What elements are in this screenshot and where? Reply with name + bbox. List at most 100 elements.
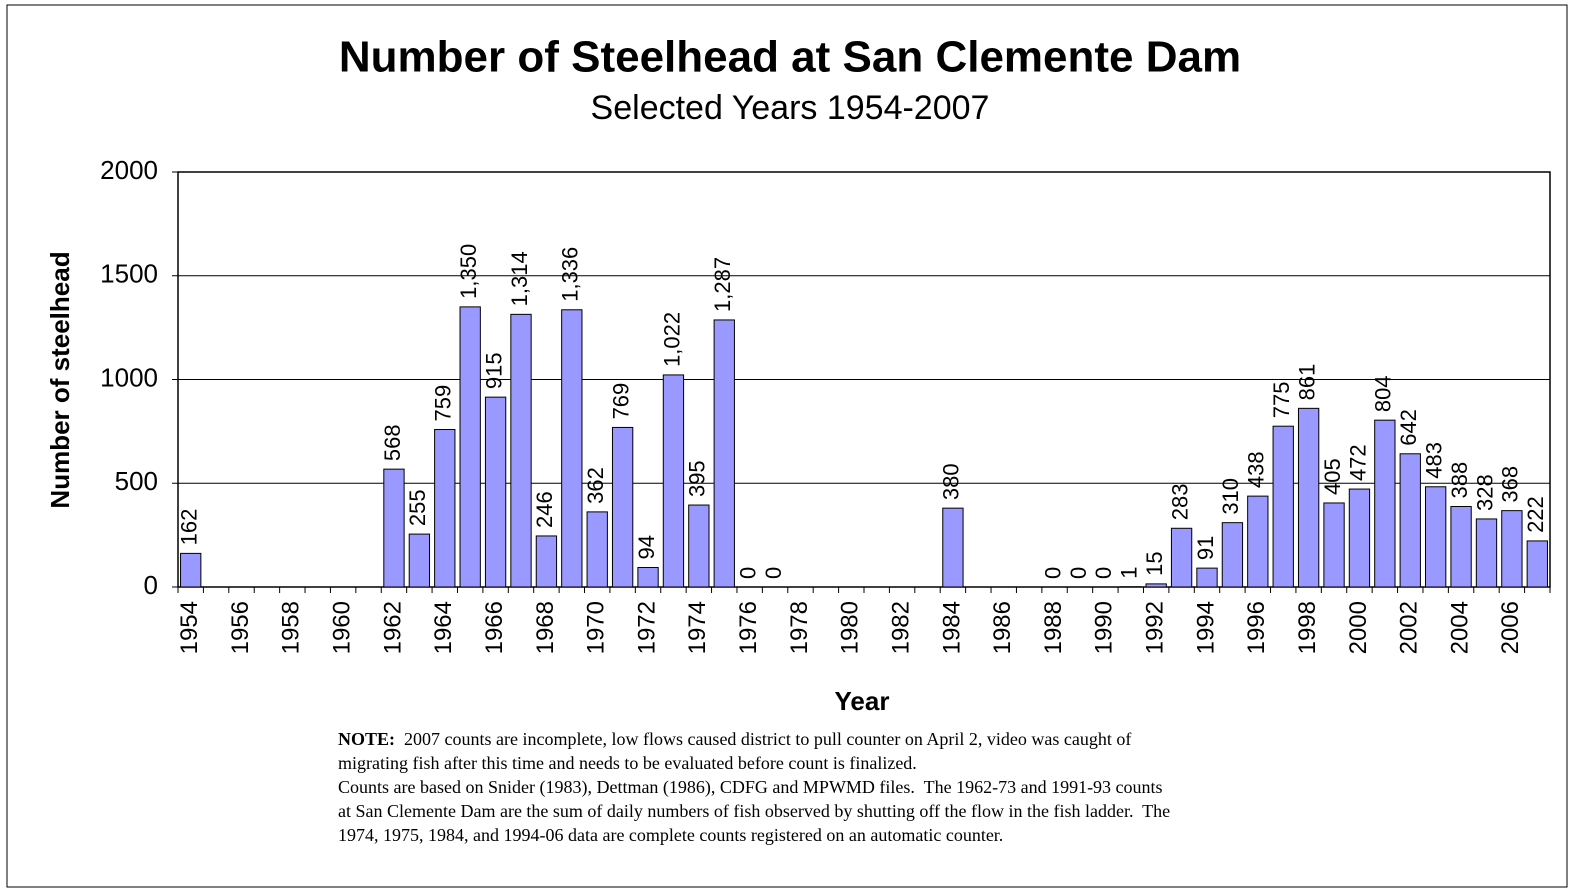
value-label: 568 — [380, 424, 405, 461]
bar — [689, 505, 709, 587]
x-tick-label: 1976 — [735, 601, 762, 654]
bar — [511, 314, 531, 587]
bar — [1451, 506, 1471, 587]
x-tick-label: 2002 — [1396, 601, 1423, 654]
value-label: 1,022 — [659, 312, 684, 367]
y-tick-label: 2000 — [100, 155, 158, 185]
x-tick-label: 2006 — [1497, 601, 1524, 654]
value-label: 1,314 — [507, 251, 532, 306]
x-tick-label: 1984 — [938, 601, 965, 654]
bar — [1171, 528, 1191, 587]
note-line: Counts are based on Snider (1983), Dettm… — [338, 777, 1163, 798]
value-label: 0 — [761, 567, 786, 579]
value-label: 310 — [1218, 478, 1243, 515]
chart-subtitle: Selected Years 1954-2007 — [591, 89, 990, 127]
x-tick-label: 1994 — [1192, 601, 1219, 654]
value-label: 915 — [481, 352, 506, 389]
bar — [1324, 503, 1344, 587]
value-label: 15 — [1142, 551, 1167, 575]
x-tick-label: 1988 — [1040, 601, 1067, 654]
value-label: 395 — [685, 460, 710, 497]
bar — [943, 508, 963, 587]
bar — [1426, 487, 1446, 587]
note-line: NOTE: 2007 counts are incomplete, low fl… — [338, 729, 1131, 749]
x-tick-label: 1966 — [481, 601, 508, 654]
y-tick-label: 0 — [144, 570, 158, 600]
x-tick-label: 1982 — [887, 601, 914, 654]
bar — [1349, 489, 1369, 587]
bar — [1298, 408, 1318, 587]
x-tick-label: 1956 — [227, 601, 254, 654]
bar — [612, 427, 632, 587]
y-tick-label: 1000 — [100, 362, 158, 392]
value-label: 804 — [1371, 375, 1396, 412]
value-label: 759 — [431, 385, 456, 422]
note-line: migrating fish after this time and needs… — [338, 753, 917, 773]
value-label: 246 — [532, 491, 557, 528]
bar — [536, 536, 556, 587]
note-text: 2007 counts are incomplete, low flows ca… — [404, 729, 1131, 749]
x-tick-label: 1970 — [583, 601, 610, 654]
x-tick-label: 1968 — [532, 601, 559, 654]
value-label: 472 — [1345, 444, 1370, 481]
value-label: 0 — [1066, 567, 1091, 579]
bar — [638, 567, 658, 587]
value-label: 483 — [1421, 442, 1446, 479]
note-label: NOTE: — [338, 729, 395, 749]
bar — [714, 320, 734, 587]
x-tick-label: 1958 — [278, 601, 305, 654]
note-text — [395, 729, 404, 749]
value-label: 775 — [1269, 381, 1294, 418]
value-label: 255 — [405, 489, 430, 526]
value-label: 328 — [1472, 474, 1497, 511]
bar — [181, 553, 201, 587]
value-label: 1,336 — [558, 247, 583, 302]
note-line: 1974, 1975, 1984, and 1994-06 data are c… — [338, 825, 1003, 845]
x-tick-label: 1980 — [837, 601, 864, 654]
x-tick-label: 1996 — [1243, 601, 1270, 654]
x-tick-label: 1972 — [633, 601, 660, 654]
x-tick-label: 1954 — [176, 601, 203, 654]
bar — [1476, 519, 1496, 587]
value-label: 162 — [177, 509, 202, 546]
value-label: 1 — [1117, 567, 1142, 579]
x-tick-label: 1992 — [1142, 601, 1169, 654]
value-label: 94 — [634, 535, 659, 559]
x-tick-label: 1962 — [379, 601, 406, 654]
x-tick-label: 1964 — [430, 601, 457, 654]
bar — [1248, 496, 1268, 587]
bar — [562, 310, 582, 587]
value-label: 91 — [1193, 536, 1218, 560]
y-tick-label: 1500 — [100, 259, 158, 289]
value-label: 0 — [1040, 567, 1065, 579]
x-axis-title: Year — [835, 686, 890, 716]
bar — [1197, 568, 1217, 587]
value-label: 283 — [1167, 484, 1192, 521]
value-label: 642 — [1396, 409, 1421, 446]
value-label: 861 — [1294, 364, 1319, 401]
x-tick-label: 1960 — [328, 601, 355, 654]
bar — [587, 512, 607, 587]
bar — [1400, 454, 1420, 587]
bar — [1222, 523, 1242, 587]
x-tick-label: 1998 — [1294, 601, 1321, 654]
note-line: at San Clemente Dam are the sum of daily… — [338, 801, 1170, 821]
value-label: 438 — [1244, 451, 1269, 488]
chart-title: Number of Steelhead at San Clemente Dam — [339, 33, 1241, 82]
x-tick-label: 1978 — [786, 601, 813, 654]
bar — [485, 397, 505, 587]
value-label: 0 — [735, 567, 760, 579]
value-label: 1,350 — [456, 244, 481, 299]
x-tick-label: 1990 — [1091, 601, 1118, 654]
value-label: 769 — [608, 383, 633, 420]
value-label: 388 — [1447, 462, 1472, 499]
y-tick-label: 500 — [115, 466, 158, 496]
value-label: 362 — [583, 467, 608, 504]
value-label: 1,287 — [710, 257, 735, 312]
value-label: 405 — [1320, 458, 1345, 495]
bar — [384, 469, 404, 587]
y-axis-title: Number of steelhead — [45, 251, 75, 508]
value-label: 222 — [1523, 496, 1548, 533]
